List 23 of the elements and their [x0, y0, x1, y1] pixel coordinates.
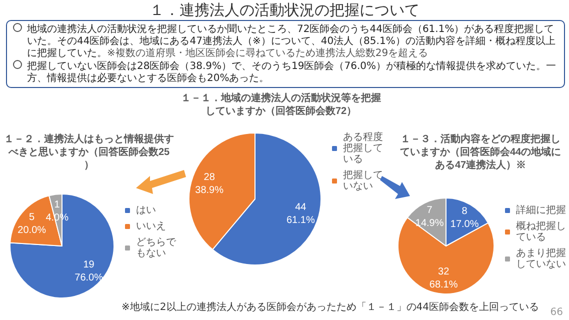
legend-label: 概ね把握している: [516, 220, 566, 243]
data-label: 8 17.0%: [450, 206, 479, 230]
legend-label: どちらでもない: [136, 237, 177, 259]
legend-label: 把握していない: [343, 169, 383, 192]
legend-label: はい: [136, 205, 156, 216]
text: 把握していない医師会は28医師会（38.9%）で、そのうち19医師会（76.0%）が積極的な情報提供を求めていた。一方、情報提供は必要ないとする医師会も20%あった。: [26, 60, 557, 85]
legend-label: 詳細に把握: [516, 204, 566, 216]
chart-title: １－２．連携法人はもっと情報提供すべきと思いますか（回答医師会数25）: [4, 133, 174, 171]
chart-title: １－１．地域の連携法人の活動状況等を把握していますか（回答医師会数72）: [181, 92, 381, 117]
text: 66: [550, 307, 563, 318]
legend-label: いいえ: [136, 221, 166, 232]
data-label: 19 76.0%: [74, 259, 104, 284]
data-label: 5 20.0%: [18, 212, 46, 236]
text: １．連携法人の活動状況の把握について: [148, 1, 420, 20]
data-label: 28 38.9%: [195, 172, 224, 196]
text: ※複数の道府県・地区医師会に尋ねているため連携法人総数29を超える: [107, 48, 428, 59]
data-label: 7 14.9%: [415, 205, 444, 230]
chart-title: １－３．活動内容をどの程度把握していますか（回答医師会44の地域にある47連携法人）※: [400, 133, 562, 171]
data-label: 32 68.1%: [429, 266, 458, 290]
legend-label: あまり把握していない: [516, 247, 566, 270]
legend-label: ある程度把握している: [343, 131, 383, 165]
data-label: 44 61.1%: [286, 202, 315, 226]
text: ※地域に2以上の連携法人がある医師会があったため「１－１」の44医師会数を上回っている: [122, 300, 539, 314]
